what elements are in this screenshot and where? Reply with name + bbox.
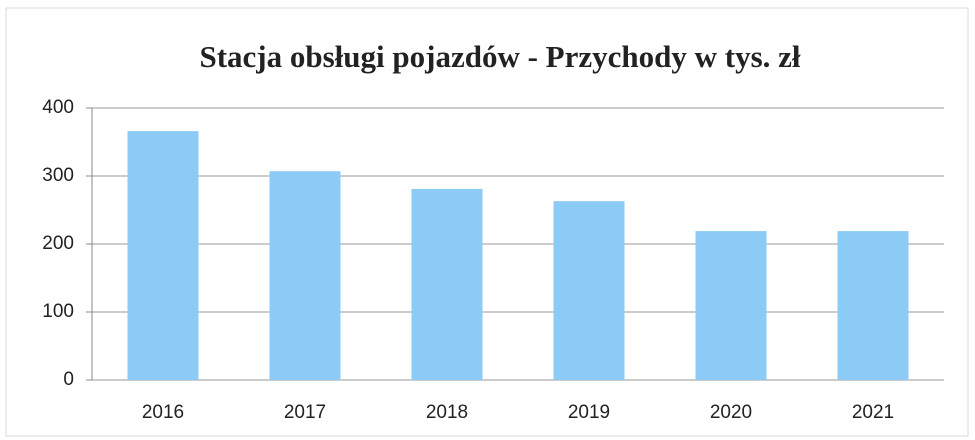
y-tick-label: 400 [42, 97, 74, 118]
y-tick-label: 100 [42, 301, 74, 322]
bar [269, 171, 341, 380]
bar [695, 231, 767, 380]
bar [411, 188, 483, 380]
y-tick-label: 0 [63, 369, 74, 390]
y-tick-label: 300 [42, 165, 74, 186]
bar [837, 231, 909, 380]
x-tick-label: 2017 [284, 402, 326, 423]
y-tick-label: 200 [42, 233, 74, 254]
x-tick-label: 2016 [142, 402, 184, 423]
x-tick-label: 2020 [710, 402, 752, 423]
bar [127, 131, 199, 380]
x-tick-label: 2021 [852, 402, 894, 423]
bar [553, 201, 625, 380]
chart-title: Stacja obsługi pojazdów - Przychody w ty… [199, 39, 800, 74]
x-tick-label: 2018 [426, 402, 468, 423]
x-tick-label: 2019 [568, 402, 610, 423]
